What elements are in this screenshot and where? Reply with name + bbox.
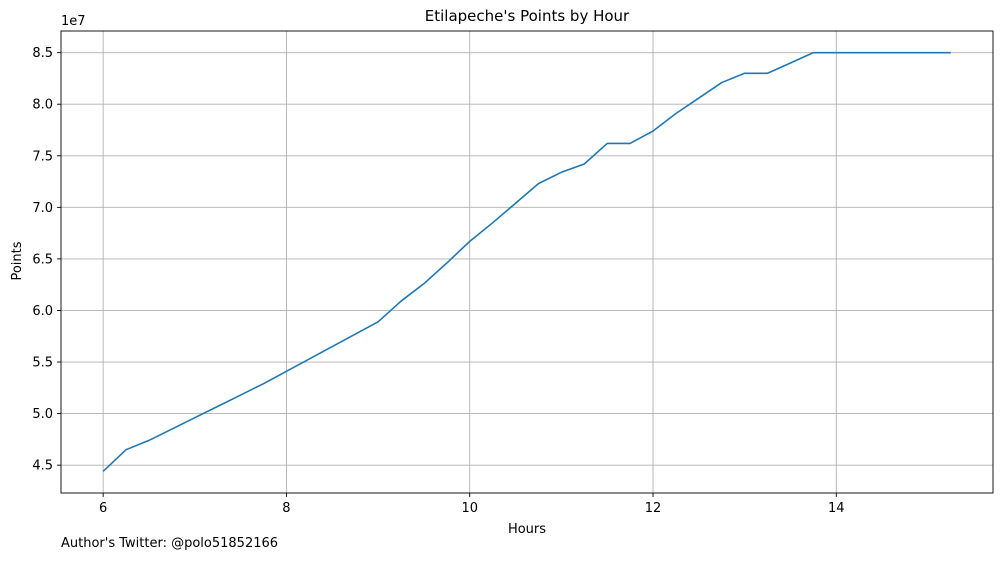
- y-tick-label: 7.5: [32, 149, 53, 164]
- chart-title: Etilapeche's Points by Hour: [425, 7, 630, 25]
- series-line: [102, 51, 951, 472]
- y-tick-label: 4.5: [32, 459, 53, 474]
- x-axis-ticks: 6 8 10 12 14: [99, 493, 845, 516]
- y-tick-label: 6.0: [32, 304, 53, 319]
- x-tick-label: 6: [99, 501, 107, 516]
- y-axis-label: Points: [10, 241, 25, 280]
- grid: [61, 31, 993, 493]
- x-axis-label: Hours: [508, 522, 546, 537]
- y-tick-label: 7.0: [32, 201, 53, 216]
- y-axis-offset-label: 1e7: [61, 14, 86, 29]
- x-tick-label: 10: [461, 501, 478, 516]
- y-axis-ticks: 4.5 5.0 5.5 6.0 6.5 7.0 7.5 8.0 8.5: [32, 46, 61, 474]
- y-tick-label: 6.5: [32, 252, 53, 267]
- x-tick-label: 14: [828, 501, 845, 516]
- x-tick-label: 8: [282, 501, 290, 516]
- plot-frame: [60, 30, 994, 494]
- y-tick-label: 8.5: [32, 46, 53, 61]
- y-tick-label: 5.5: [32, 356, 53, 371]
- x-tick-label: 12: [645, 501, 662, 516]
- y-tick-label: 5.0: [32, 407, 53, 422]
- y-tick-label: 8.0: [32, 98, 53, 113]
- author-footer: Author's Twitter: @polo51852166: [61, 536, 279, 551]
